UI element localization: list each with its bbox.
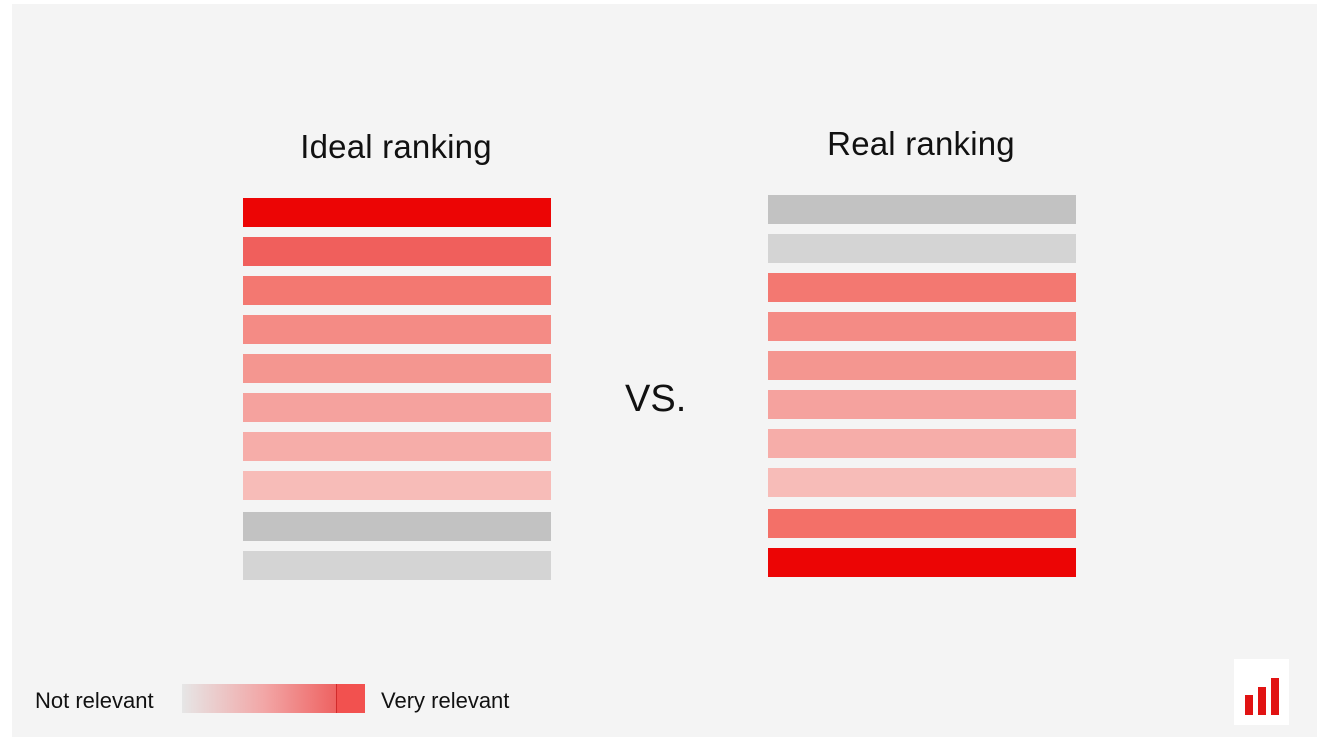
ideal-bar-1 (243, 198, 551, 227)
ideal-bar-3 (243, 276, 551, 305)
logo-bar-medium (1258, 687, 1266, 715)
ideal-bar-2 (243, 237, 551, 266)
real-bar-8 (768, 468, 1076, 497)
real-bar-10 (768, 548, 1076, 577)
ideal-bar-9 (243, 512, 551, 541)
legend-bar-end (336, 684, 365, 713)
slide (12, 4, 1317, 737)
logo-bar-short (1245, 695, 1253, 715)
real-bar-5 (768, 351, 1076, 380)
real-bar-2 (768, 234, 1076, 263)
real-bar-9 (768, 509, 1076, 538)
relevance-gradient-legend (182, 684, 365, 713)
logo-bar-tall (1271, 678, 1279, 715)
ideal-bar-8 (243, 471, 551, 500)
bar-chart-logo-icon (1234, 659, 1289, 725)
legend-not-relevant-label: Not relevant (35, 688, 154, 713)
vs-label: VS. (625, 378, 687, 420)
real-bar-6 (768, 390, 1076, 419)
real-bar-3 (768, 273, 1076, 302)
real-bar-7 (768, 429, 1076, 458)
ideal-bar-7 (243, 432, 551, 461)
real-bar-4 (768, 312, 1076, 341)
real-ranking-title: Real ranking (827, 125, 1015, 162)
ideal-bar-6 (243, 393, 551, 422)
real-bar-1 (768, 195, 1076, 224)
legend-very-relevant-label: Very relevant (381, 688, 510, 713)
ideal-ranking-title: Ideal ranking (300, 128, 492, 165)
ideal-bar-5 (243, 354, 551, 383)
ideal-bar-10 (243, 551, 551, 580)
ideal-bar-4 (243, 315, 551, 344)
